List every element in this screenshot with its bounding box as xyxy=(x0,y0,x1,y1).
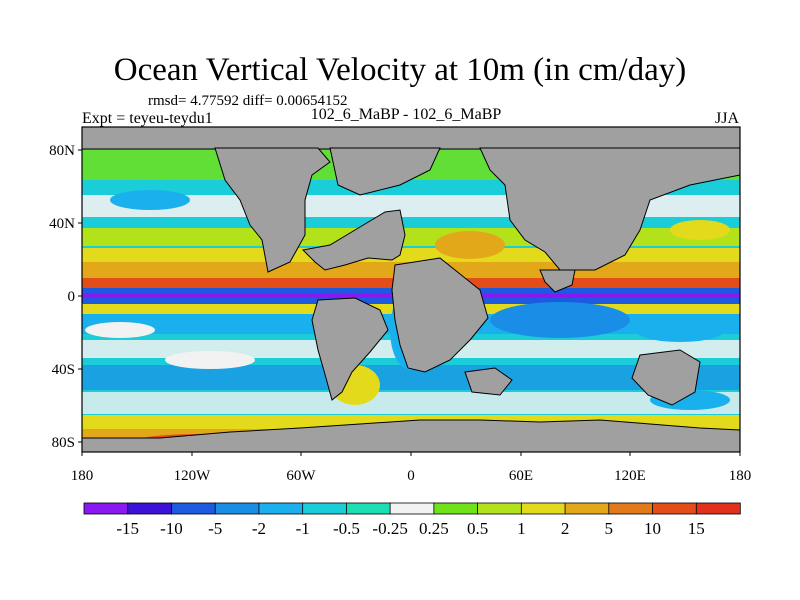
colorbar-swatch xyxy=(477,502,523,515)
band-north-yellow xyxy=(82,248,740,262)
season-label: JJA xyxy=(715,110,740,127)
land-australia xyxy=(631,349,701,406)
colorbar-swatch xyxy=(389,502,435,515)
lat-tick-label: 80N xyxy=(49,143,75,159)
colorbar-swatch xyxy=(652,502,697,515)
lon-tick-label: 120E xyxy=(614,468,646,484)
longitude-axis: 180 120W 60W 0 60E 120E 180 xyxy=(71,452,752,484)
colorbar-label: 15 xyxy=(688,519,705,538)
land-india xyxy=(539,269,576,293)
colorbar-swatch xyxy=(302,502,348,515)
colorbar-label: 5 xyxy=(605,519,614,538)
comparison-label: 102_6_MaBP - 102_6_MaBP xyxy=(310,106,502,123)
colorbar-swatch xyxy=(520,502,566,515)
lat-tick-label: 40N xyxy=(49,216,75,232)
rmsd-diff-stats: rmsd= 4.77592 diff= 0.00654152 xyxy=(148,93,348,109)
velocity-field xyxy=(82,127,740,452)
blob xyxy=(670,220,730,240)
blob xyxy=(85,322,155,338)
colorbar-label: -10 xyxy=(160,519,183,538)
land-south-america xyxy=(311,297,389,401)
colorbar: -15 -10 -5 -2 -1 -0.5 -0.25 0.25 0.5 1 2 5 10 15 xyxy=(83,502,741,538)
colorbar-label: 0.25 xyxy=(419,519,449,538)
colorbar-label: 2 xyxy=(561,519,570,538)
colorbar-label: 0.5 xyxy=(467,519,488,538)
colorbar-swatch xyxy=(345,502,391,515)
blob xyxy=(435,231,505,259)
colorbar-swatch xyxy=(127,502,173,515)
land-central-america xyxy=(301,209,406,271)
chart-title: Ocean Vertical Velocity at 10m (in cm/da… xyxy=(113,52,687,88)
blob xyxy=(490,302,630,338)
colorbar-swatch xyxy=(608,502,654,515)
lon-tick-label: 0 xyxy=(407,468,415,484)
lon-tick-label: 180 xyxy=(729,468,752,484)
lat-tick-label: 80S xyxy=(52,435,75,451)
colorbar-label: -2 xyxy=(252,519,266,538)
colorbar-swatch xyxy=(695,502,741,515)
blob xyxy=(635,318,725,342)
land-arctic xyxy=(82,127,740,150)
colorbar-swatch xyxy=(214,502,260,515)
colorbar-label: -15 xyxy=(116,519,139,538)
blob xyxy=(110,190,190,210)
colorbar-label: -1 xyxy=(296,519,310,538)
blob xyxy=(165,351,255,369)
colorbar-swatch xyxy=(171,502,216,515)
land-greenland xyxy=(329,147,441,196)
band-north-subtropic xyxy=(82,228,740,246)
land xyxy=(82,127,740,452)
colorbar-label: -0.5 xyxy=(333,519,360,538)
lon-tick-label: 60W xyxy=(286,468,316,484)
band-south-white xyxy=(82,392,740,414)
colorbar-label: 10 xyxy=(644,519,661,538)
latitude-axis: 80N 40N 0 40S 80S xyxy=(49,143,82,451)
land-africa xyxy=(391,257,489,373)
lon-tick-label: 60E xyxy=(509,468,533,484)
land-north-america xyxy=(214,147,331,273)
colorbar-swatch xyxy=(433,502,479,515)
lat-tick-label: 40S xyxy=(52,362,75,378)
colorbar-swatch xyxy=(258,502,304,515)
colorbar-swatch xyxy=(564,502,610,515)
colorbar-label: -5 xyxy=(208,519,222,538)
experiment-label: Expt = teyeu-teydu1 xyxy=(82,110,213,127)
land-eurasia xyxy=(479,147,740,271)
colorbar-label: 1 xyxy=(517,519,526,538)
lat-tick-label: 0 xyxy=(68,289,76,305)
land-south-island xyxy=(464,367,513,396)
colorbar-swatch xyxy=(83,502,129,515)
colorbar-label: -0.25 xyxy=(372,519,407,538)
lon-tick-label: 120W xyxy=(174,468,212,484)
lon-tick-label: 180 xyxy=(71,468,94,484)
land-antarctica xyxy=(82,419,740,452)
